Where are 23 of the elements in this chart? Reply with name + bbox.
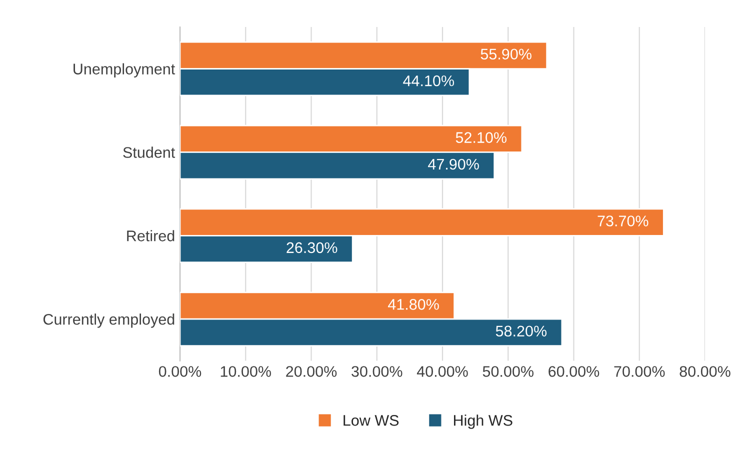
data-label: 47.90% — [428, 158, 479, 170]
data-label: 52.10% — [456, 132, 507, 143]
legend-label: Low WS — [344, 415, 399, 426]
x-tick-label: 10.00% — [220, 366, 271, 377]
x-tick-label: 60.00% — [548, 366, 600, 377]
data-label: 55.90% — [480, 48, 532, 60]
y-tick-label: Currently employed — [43, 314, 174, 328]
data-label: 26.30% — [286, 242, 338, 254]
x-tick-label: 40.00% — [416, 366, 468, 377]
data-label: 44.10% — [403, 75, 454, 86]
legend-label: High WS — [454, 414, 512, 429]
data-label: 58.20% — [496, 326, 547, 337]
x-tick-label: 0.00% — [158, 366, 202, 377]
x-tick-label: 30.00% — [352, 366, 402, 377]
data-label: 41.80% — [388, 299, 439, 310]
y-tick-label: Student — [123, 146, 176, 158]
x-tick-label: 50.00% — [482, 366, 534, 377]
y-tick-label: Unemployment — [74, 63, 176, 78]
x-tick-label: 80.00% — [680, 366, 730, 377]
x-tick-label: 20.00% — [286, 366, 337, 377]
y-tick-label: Retired — [127, 230, 174, 242]
x-tick-label: 70.00% — [614, 366, 665, 377]
data-label: 73.70% — [598, 216, 648, 226]
